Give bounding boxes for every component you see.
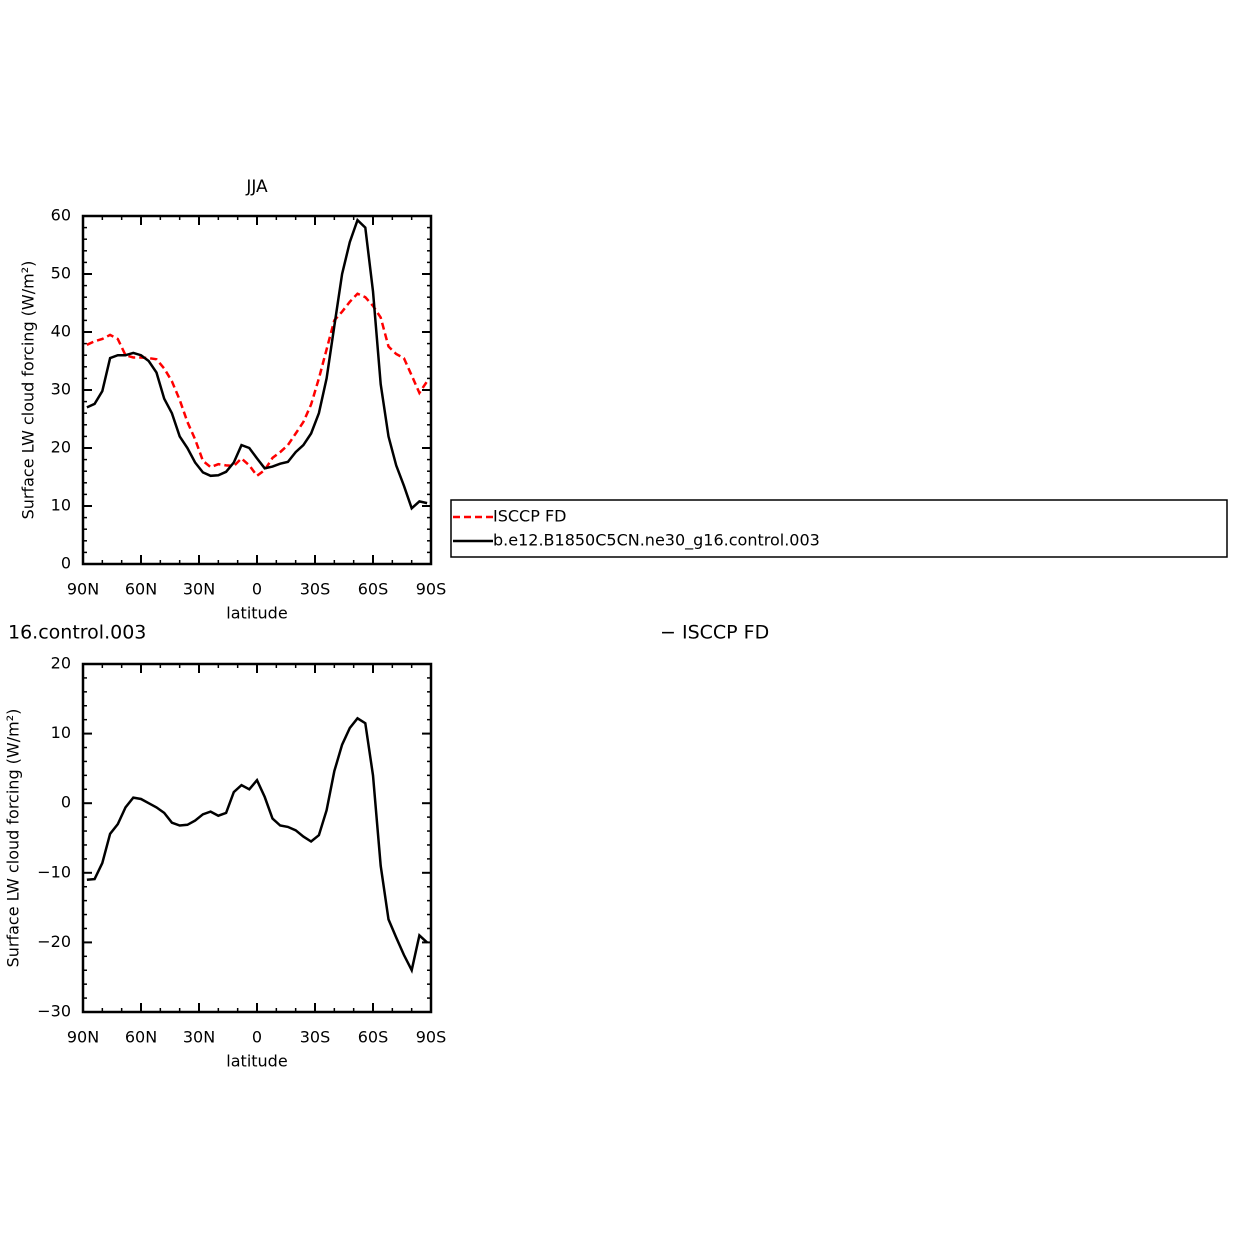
y-tick-label: 30 [51, 380, 71, 399]
data-line [86, 217, 428, 511]
chart-title: JJA [245, 177, 268, 197]
y-tick-label: −30 [37, 1002, 71, 1021]
x-tick-label: 30S [300, 580, 331, 599]
x-tick-label: 90N [67, 1028, 99, 1047]
x-tick-label: 30N [183, 580, 215, 599]
x-tick-label: 90S [416, 580, 447, 599]
y-tick-label: 10 [51, 723, 71, 742]
y-tick-label: 20 [51, 654, 71, 673]
data-line [86, 716, 428, 974]
x-tick-label: 60N [125, 1028, 157, 1047]
x-tick-label: 0 [252, 580, 262, 599]
y-tick-label: 0 [61, 793, 71, 812]
x-tick-label: 90N [67, 580, 99, 599]
y-axis-label: Surface LW cloud forcing (W/m²) [4, 709, 23, 968]
x-tick-label: 90S [416, 1028, 447, 1047]
y-tick-label: −20 [37, 932, 71, 951]
x-tick-label: 60N [125, 580, 157, 599]
y-tick-label: −10 [37, 862, 71, 881]
x-tick-label: 60S [358, 580, 389, 599]
chart-title: − ISCCP FD [660, 622, 769, 644]
y-tick-label: 20 [51, 438, 71, 457]
y-tick-label: 60 [51, 206, 71, 225]
y-axis-label: Surface LW cloud forcing (W/m²) [19, 261, 38, 520]
chart-title: 16.control.003 [8, 622, 146, 644]
legend-box [450, 499, 1228, 558]
legend-label: b.e12.B1850C5CN.ne30_g16.control.003 [493, 531, 820, 551]
y-tick-label: 40 [51, 322, 71, 341]
x-tick-label: 60S [358, 1028, 389, 1047]
x-axis-label: latitude [226, 604, 287, 623]
y-tick-label: 50 [51, 264, 71, 283]
y-tick-label: 10 [51, 496, 71, 515]
y-tick-label: 0 [61, 554, 71, 573]
legend-label: ISCCP FD [493, 507, 566, 526]
plot-frame [81, 214, 433, 566]
x-tick-label: 30N [183, 1028, 215, 1047]
x-tick-label: 0 [252, 1028, 262, 1047]
x-tick-label: 30S [300, 1028, 331, 1047]
x-axis-label: latitude [226, 1052, 287, 1071]
